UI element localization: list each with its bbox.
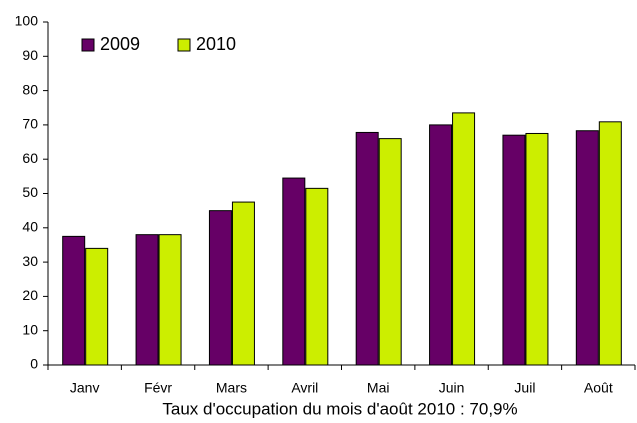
x-tick-label: Juil <box>514 380 535 396</box>
x-tick-label: Juin <box>439 380 465 396</box>
bar <box>135 234 159 366</box>
bar <box>85 247 109 366</box>
annotation: Taux d'occupation du mois d'août 2010 : … <box>162 399 517 418</box>
bar <box>158 234 182 366</box>
x-tick-label: Févr <box>144 380 172 396</box>
bar <box>378 138 402 366</box>
bar <box>282 177 306 366</box>
x-tick-label: Avril <box>291 380 318 396</box>
y-tick-label: 80 <box>22 81 38 97</box>
x-tick-label: Janv <box>70 380 100 396</box>
bar <box>502 134 526 366</box>
bar <box>355 131 379 366</box>
bar <box>452 112 476 366</box>
legend-swatch <box>177 38 191 52</box>
y-tick-label: 70 <box>22 116 38 132</box>
y-tick-label: 40 <box>22 219 38 235</box>
bar <box>575 130 599 366</box>
y-tick-label: 0 <box>30 356 38 372</box>
y-tick-label: 50 <box>22 184 38 200</box>
bar <box>62 235 86 366</box>
x-tick-label: Août <box>584 380 613 396</box>
y-tick-label: 30 <box>22 253 38 269</box>
bar <box>429 124 453 366</box>
y-tick-label: 20 <box>22 287 38 303</box>
bar <box>208 210 232 366</box>
y-tick-label: 100 <box>15 13 39 29</box>
legend-swatch <box>81 38 95 52</box>
bar <box>305 187 329 366</box>
legend-label: 2010 <box>196 34 236 54</box>
y-tick-label: 60 <box>22 150 38 166</box>
bar <box>231 201 255 366</box>
legend-label: 2009 <box>100 34 140 54</box>
y-tick-label: 10 <box>22 321 38 337</box>
y-tick-label: 90 <box>22 47 38 63</box>
bar <box>598 121 622 366</box>
x-tick-label: Mars <box>216 380 247 396</box>
x-tick-label: Mai <box>367 380 390 396</box>
bar <box>525 132 549 366</box>
